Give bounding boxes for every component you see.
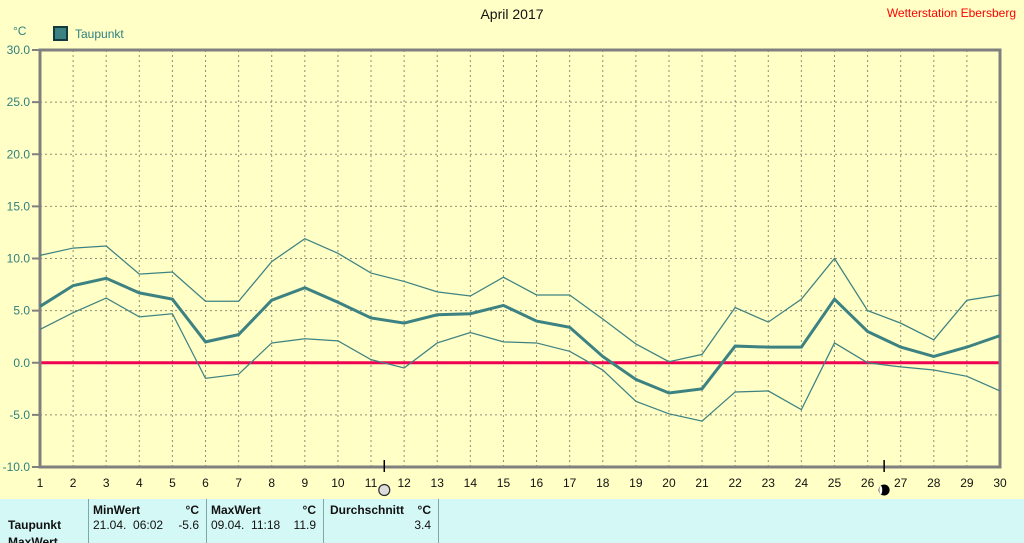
dewpoint-line-chart: 30.025.020.015.010.05.00.0-5.0-10.01 2 3 4 5…: [3, 43, 1007, 497]
y-tick-label: 25.0: [7, 95, 31, 109]
x-tick-label: 25: [828, 476, 842, 490]
x-tick-label: 20: [662, 476, 676, 490]
x-tick-label: 2: [70, 476, 77, 490]
maxwert-cell: 09.04. 11:18 11.9: [211, 518, 316, 532]
maxwert-header: MaxWert °C: [211, 503, 316, 517]
maxwert-value: 11.9: [293, 518, 316, 532]
stats-row-label: Taupunkt: [8, 518, 62, 532]
legend-label: Taupunkt: [75, 26, 124, 41]
x-tick-label: 17: [563, 476, 577, 490]
x-tick-label: 7: [235, 476, 242, 490]
x-tick-label: 19: [629, 476, 643, 490]
x-tick-label: 23: [762, 476, 776, 490]
y-tick-label: 0.0: [13, 356, 30, 370]
y-tick-label: 10.0: [7, 252, 31, 266]
x-tick-label: 14: [464, 476, 478, 490]
minwert-value: -5.6: [178, 518, 199, 532]
legend: Taupunkt: [53, 26, 124, 41]
station-label: Wetterstation Ebersberg: [886, 6, 1016, 20]
maxwert-header-label: MaxWert: [211, 503, 261, 517]
durchschnitt-header: Durchschnitt °C: [330, 503, 431, 517]
x-tick-label: 12: [397, 476, 411, 490]
x-tick-label: 15: [497, 476, 511, 490]
x-tick-label: 10: [331, 476, 345, 490]
x-tick-label: 22: [728, 476, 742, 490]
x-tick-label: 26: [861, 476, 875, 490]
column-separator: [438, 499, 439, 543]
x-tick-label: 30: [993, 476, 1007, 490]
durchschnitt-header-label: Durchschnitt: [330, 503, 405, 517]
x-tick-label: 8: [268, 476, 275, 490]
page-title: April 2017: [480, 6, 544, 22]
minwert-date: 21.04. 06:02: [93, 518, 164, 532]
minwert-header-label: MinWert: [93, 503, 141, 517]
maxwert-date: 09.04. 11:18: [211, 518, 281, 532]
series-range: [39, 297, 1001, 422]
y-tick-label: 30.0: [7, 43, 31, 57]
x-tick-label: 3: [103, 476, 110, 490]
y-tick-label: 15.0: [7, 199, 31, 213]
y-axis-unit-label: °C: [13, 24, 27, 38]
y-tick-label: 20.0: [7, 147, 31, 161]
stats-row2-label-clipped: MaxWert: [8, 535, 58, 543]
durchschnitt-header-unit: °C: [417, 503, 431, 517]
x-tick-label: 29: [960, 476, 974, 490]
legend-swatch-icon: [53, 26, 68, 41]
x-tick-label: 13: [431, 476, 445, 490]
column-separator: [323, 499, 324, 543]
x-tick-label: 6: [202, 476, 209, 490]
x-tick-label: 5: [169, 476, 176, 490]
x-tick-label: 18: [596, 476, 610, 490]
x-tick-label: 16: [530, 476, 544, 490]
minwert-header-unit: °C: [185, 503, 199, 517]
x-tick-label: 28: [927, 476, 941, 490]
y-tick-label: -10.0: [3, 460, 31, 474]
durchschnitt-cell: 3.4: [330, 518, 431, 532]
x-tick-label: 11: [365, 476, 378, 490]
column-separator: [88, 499, 89, 543]
full-moon-icon: [378, 483, 391, 497]
y-tick-label: 5.0: [13, 304, 30, 318]
minwert-cell: 21.04. 06:02 -5.6: [93, 518, 199, 532]
x-tick-label: 27: [894, 476, 908, 490]
column-separator: [206, 499, 207, 543]
y-tick-label: -5.0: [9, 408, 30, 422]
maxwert-header-unit: °C: [302, 503, 316, 517]
x-tick-label: 4: [136, 476, 143, 490]
x-tick-label: 24: [795, 476, 809, 490]
series-range: [39, 237, 1001, 363]
minwert-header: MinWert °C: [93, 503, 199, 517]
series-mean: [39, 276, 1001, 395]
x-tick-label: 1: [37, 476, 44, 490]
durchschnitt-value: 3.4: [414, 518, 431, 532]
stats-table: MinWert °C MaxWert °C Durchschnitt °C Ta…: [0, 499, 1024, 543]
x-tick-label: 9: [301, 476, 308, 490]
x-tick-label: 21: [695, 476, 709, 490]
